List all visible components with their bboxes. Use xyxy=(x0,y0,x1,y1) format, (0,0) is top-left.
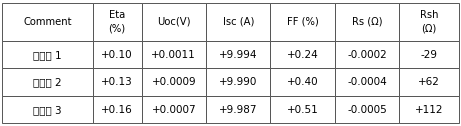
Bar xyxy=(93,3,142,41)
Text: +0.24: +0.24 xyxy=(287,50,319,60)
Text: +9.990: +9.990 xyxy=(219,77,257,87)
Bar xyxy=(142,3,206,41)
Bar xyxy=(206,68,271,96)
Bar xyxy=(271,96,335,123)
Text: (%): (%) xyxy=(108,24,125,34)
Text: -0.0005: -0.0005 xyxy=(347,105,387,115)
Bar xyxy=(399,41,459,68)
Bar xyxy=(271,68,335,96)
Text: Eta: Eta xyxy=(109,10,125,20)
Bar xyxy=(335,41,399,68)
Text: +62: +62 xyxy=(418,77,440,87)
Text: -0.0004: -0.0004 xyxy=(347,77,387,87)
Bar xyxy=(335,3,399,41)
Bar xyxy=(2,96,93,123)
Text: -29: -29 xyxy=(420,50,437,60)
Text: Comment: Comment xyxy=(23,17,71,27)
Text: +0.40: +0.40 xyxy=(287,77,319,87)
Text: +0.0011: +0.0011 xyxy=(151,50,196,60)
Text: +0.16: +0.16 xyxy=(101,105,133,115)
Text: 实施例 2: 实施例 2 xyxy=(33,77,62,87)
Bar xyxy=(2,41,93,68)
Text: +112: +112 xyxy=(415,105,443,115)
Bar xyxy=(142,41,206,68)
Text: FF (%): FF (%) xyxy=(287,17,319,27)
Bar xyxy=(93,41,142,68)
Bar xyxy=(142,68,206,96)
Text: +0.10: +0.10 xyxy=(101,50,133,60)
Bar xyxy=(271,41,335,68)
Text: +9.987: +9.987 xyxy=(219,105,258,115)
Bar xyxy=(271,3,335,41)
Text: +9.994: +9.994 xyxy=(219,50,258,60)
Text: Rsh: Rsh xyxy=(420,10,438,20)
Text: 实施例 3: 实施例 3 xyxy=(33,105,62,115)
Text: Isc (A): Isc (A) xyxy=(223,17,254,27)
Bar xyxy=(399,3,459,41)
Bar xyxy=(142,96,206,123)
Bar xyxy=(399,96,459,123)
Bar xyxy=(206,96,271,123)
Bar xyxy=(335,96,399,123)
Text: +0.51: +0.51 xyxy=(287,105,319,115)
Bar xyxy=(335,68,399,96)
Bar xyxy=(399,68,459,96)
Text: +0.0007: +0.0007 xyxy=(152,105,196,115)
Text: -0.0002: -0.0002 xyxy=(347,50,387,60)
Bar xyxy=(93,96,142,123)
Text: 实施例 1: 实施例 1 xyxy=(33,50,62,60)
Text: Rs (Ω): Rs (Ω) xyxy=(352,17,383,27)
Text: +0.13: +0.13 xyxy=(101,77,133,87)
Bar xyxy=(93,68,142,96)
Bar xyxy=(2,3,93,41)
Text: (Ω): (Ω) xyxy=(421,24,437,34)
Bar xyxy=(2,68,93,96)
Bar xyxy=(206,3,271,41)
Bar xyxy=(206,41,271,68)
Text: Uoc(V): Uoc(V) xyxy=(157,17,190,27)
Text: +0.0009: +0.0009 xyxy=(152,77,196,87)
